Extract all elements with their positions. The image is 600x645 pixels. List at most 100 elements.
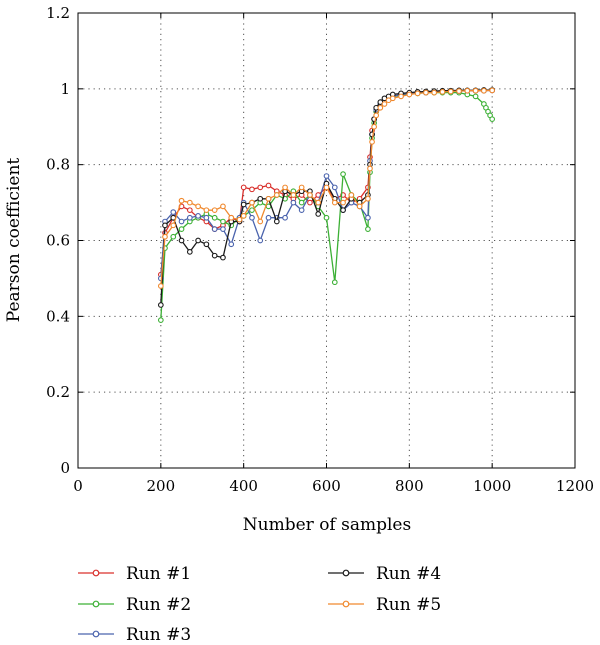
data-point [162, 233, 168, 240]
data-point [186, 199, 193, 206]
legend-marker [92, 569, 100, 577]
data-point [178, 197, 185, 204]
data-point [348, 192, 355, 198]
x-tick-label: 0 [73, 477, 83, 495]
data-point [236, 216, 243, 223]
data-point [489, 116, 496, 123]
data-point [489, 87, 496, 94]
data-point [249, 199, 255, 206]
legend-label: Run #5 [376, 595, 441, 615]
data-point [220, 218, 226, 225]
legend-item: Run #1 [78, 564, 191, 584]
data-point [356, 203, 363, 210]
series-layer [157, 87, 496, 323]
data-point [257, 184, 264, 191]
legend-marker [92, 600, 100, 608]
data-point [290, 192, 297, 198]
data-point [257, 218, 264, 225]
data-point [290, 199, 297, 206]
data-point [249, 214, 255, 221]
data-point [240, 213, 247, 219]
data-point [195, 237, 201, 244]
data-point [282, 184, 288, 191]
data-point [228, 214, 235, 221]
legend-label: Run #3 [126, 625, 191, 645]
data-point [389, 95, 396, 102]
data-point [464, 87, 471, 94]
y-tick-label: 0.8 [46, 156, 70, 174]
legend-label: Run #2 [126, 595, 191, 615]
data-point [170, 209, 177, 215]
y-tick-label: 0 [60, 459, 70, 477]
data-point [315, 211, 322, 217]
data-point [265, 214, 272, 221]
legend: Run #1 Run #2 Run #3 Run #4 Run #5 [78, 564, 441, 645]
legend-label: Run #1 [126, 564, 191, 584]
data-point [265, 195, 272, 202]
data-point [257, 195, 264, 202]
data-point [331, 199, 338, 206]
data-point [365, 195, 371, 202]
series-4 [157, 87, 496, 308]
legend-item: Run #2 [78, 595, 191, 615]
data-point [472, 93, 479, 100]
data-point [211, 207, 218, 214]
data-point [178, 226, 185, 232]
data-point [365, 214, 371, 221]
data-point [340, 171, 346, 177]
data-point [472, 87, 479, 94]
data-point [203, 214, 210, 221]
data-point [211, 226, 218, 232]
data-point [439, 89, 446, 95]
data-point [323, 214, 330, 221]
data-point [365, 226, 371, 232]
data-point [340, 199, 346, 206]
data-point [481, 87, 487, 94]
y-tick-label: 0.4 [46, 307, 70, 325]
series-5 [157, 87, 496, 289]
data-point [331, 279, 338, 286]
data-point [257, 237, 264, 244]
data-point [406, 91, 413, 98]
data-point [307, 192, 313, 198]
data-point [298, 184, 305, 191]
data-point [240, 201, 247, 208]
data-point [369, 139, 375, 145]
data-point [315, 199, 322, 206]
x-tick-label: 200 [147, 477, 176, 495]
data-point [367, 165, 373, 172]
data-point [307, 199, 313, 206]
data-point [203, 207, 210, 214]
legend-marker [342, 600, 350, 608]
x-tick-label: 1200 [556, 477, 594, 495]
data-point [273, 218, 280, 225]
legend-item: Run #3 [78, 625, 191, 645]
data-point [265, 182, 272, 189]
data-point [178, 218, 185, 225]
x-axis-title: Number of samples [243, 515, 411, 535]
data-point [373, 112, 380, 119]
data-point [170, 233, 177, 240]
data-point [423, 89, 429, 96]
data-point [186, 207, 193, 214]
data-point [240, 184, 247, 191]
data-point [228, 241, 235, 248]
data-point [211, 214, 218, 221]
data-point [157, 317, 164, 323]
data-point [331, 184, 338, 191]
legend-item: Run #5 [328, 595, 441, 615]
legend-marker [92, 630, 100, 638]
data-point [323, 184, 330, 191]
data-point [220, 226, 226, 232]
data-point [456, 88, 462, 94]
y-tick-label: 0.2 [46, 383, 70, 401]
data-point [157, 302, 164, 308]
data-point [381, 101, 388, 107]
x-tick-label: 600 [312, 477, 341, 495]
data-point [220, 254, 226, 261]
data-point [431, 89, 438, 96]
data-point [186, 249, 193, 255]
data-point [195, 213, 201, 219]
data-point [170, 222, 177, 229]
data-point [195, 203, 201, 210]
